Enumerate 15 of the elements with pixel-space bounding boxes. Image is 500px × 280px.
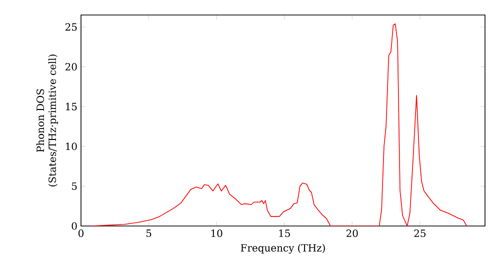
y-axis-title: Phonon DOS (States/THz·primitive cell) bbox=[36, 54, 58, 186]
y-tick-label: 15 bbox=[66, 102, 77, 110]
y-tick-label: 20 bbox=[65, 62, 77, 71]
x-tick-label: 15 bbox=[279, 230, 290, 238]
x-axis-title: Frequency (THz) bbox=[240, 244, 325, 254]
x-tick-label: 20 bbox=[346, 230, 358, 238]
x-tick-label: 5 bbox=[146, 230, 152, 237]
y-tick-label: 5 bbox=[72, 182, 77, 190]
y-tick-label: 0 bbox=[72, 222, 77, 230]
x-tick-label: 0 bbox=[78, 230, 84, 238]
y-tick-label: 25 bbox=[65, 23, 77, 31]
x-tick-label: 10 bbox=[211, 230, 222, 238]
y-tick-label: 10 bbox=[66, 142, 77, 150]
x-tick-label: 25 bbox=[414, 230, 426, 238]
line-series bbox=[90, 23, 468, 226]
